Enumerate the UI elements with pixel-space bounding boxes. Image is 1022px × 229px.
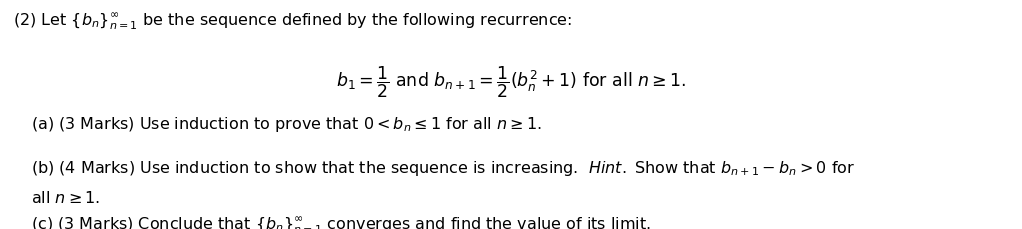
Text: (2) Let $\{b_n\}_{n=1}^{\infty}$ be the sequence defined by the following recurr: (2) Let $\{b_n\}_{n=1}^{\infty}$ be the …: [13, 11, 572, 32]
Text: $b_1 = \dfrac{1}{2}$ and $b_{n+1} = \dfrac{1}{2}(b_n^2 + 1)$ for all $n \geq 1.$: $b_1 = \dfrac{1}{2}$ and $b_{n+1} = \dfr…: [336, 64, 686, 99]
Text: all $n \geq 1.$: all $n \geq 1.$: [31, 189, 100, 205]
Text: (a) (3 Marks) Use induction to prove that $0 < b_n \leq 1$ for all $n \geq 1.$: (a) (3 Marks) Use induction to prove tha…: [31, 114, 542, 134]
Text: (c) (3 Marks) Conclude that $\{b_n\}_{n=1}^{\infty}$ converges and find the valu: (c) (3 Marks) Conclude that $\{b_n\}_{n=…: [31, 214, 651, 229]
Text: (b) (4 Marks) Use induction to show that the sequence is increasing.  $\mathit{H: (b) (4 Marks) Use induction to show that…: [31, 158, 854, 177]
